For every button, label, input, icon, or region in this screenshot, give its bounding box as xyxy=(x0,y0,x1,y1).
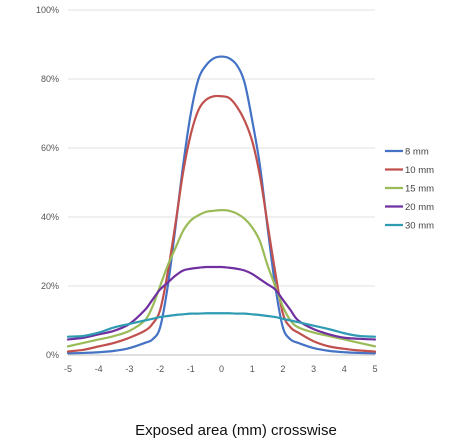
y-tick-label: 60% xyxy=(41,143,59,153)
x-tick-label: 2 xyxy=(280,364,285,374)
series-lines xyxy=(66,55,377,355)
legend-label: 30 mm xyxy=(405,221,434,232)
legend-label: 20 mm xyxy=(405,202,434,213)
x-axis-label: Exposed area (mm) crosswise xyxy=(135,422,337,439)
y-tick-label: 100% xyxy=(36,5,59,15)
series-line xyxy=(66,55,377,355)
legend-label: 10 mm xyxy=(405,165,434,176)
legend-label: 15 mm xyxy=(405,184,434,195)
x-tick-label: -4 xyxy=(95,364,103,374)
y-tick-label: 80% xyxy=(41,74,59,84)
x-tick-label: 0 xyxy=(219,364,224,374)
x-tick-label: -1 xyxy=(187,364,195,374)
x-tick-label: -5 xyxy=(64,364,72,374)
legend: 8 mm 10 mm 15 mm 20 mm 30 mm xyxy=(385,147,434,232)
x-tick-label: -2 xyxy=(156,364,164,374)
x-axis-tick-labels: -5 -4 -3 -2 -1 0 1 2 3 4 5 xyxy=(64,364,378,374)
series-line xyxy=(66,209,377,348)
x-tick-label: -3 xyxy=(125,364,133,374)
legend-label: 8 mm xyxy=(405,147,429,158)
x-tick-label: 4 xyxy=(342,364,347,374)
series-line xyxy=(66,312,377,338)
series-line xyxy=(66,265,377,341)
x-tick-label: 3 xyxy=(311,364,316,374)
grid-lines xyxy=(68,9,375,287)
series-line xyxy=(66,94,377,353)
y-tick-label: 40% xyxy=(41,212,59,222)
y-tick-label: 20% xyxy=(41,281,59,291)
x-tick-label: 5 xyxy=(372,364,377,374)
y-tick-label: 0% xyxy=(46,350,59,360)
y-axis-tick-labels: 0% 20% 40% 60% 80% 100% xyxy=(36,5,59,360)
x-tick-label: 1 xyxy=(250,364,255,374)
